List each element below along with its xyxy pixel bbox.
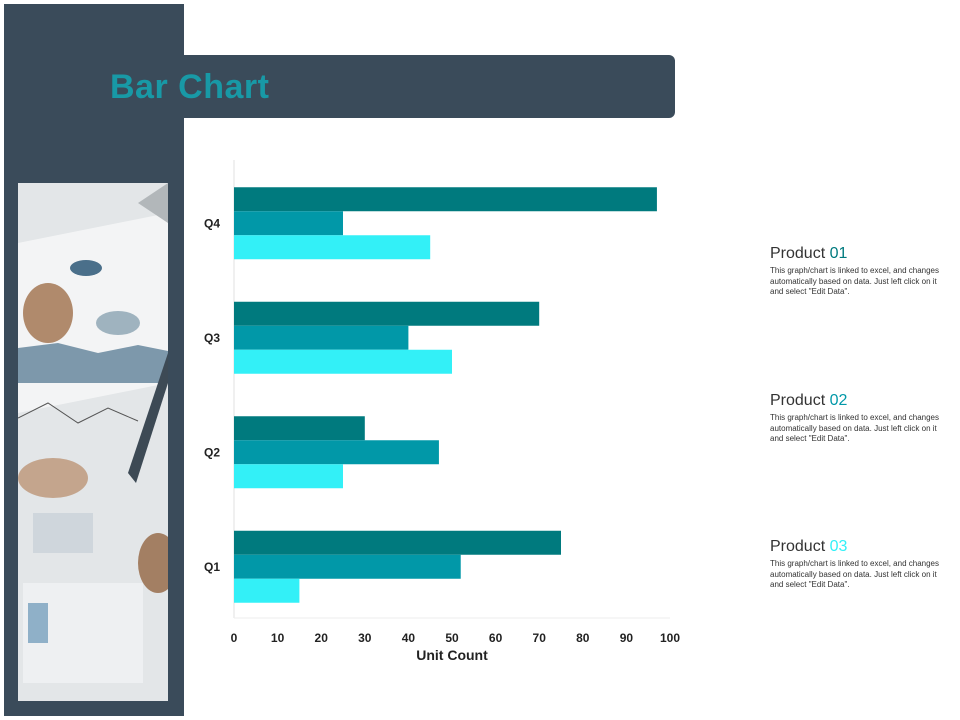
category-label: Q2	[204, 445, 220, 459]
x-tick-label: 80	[576, 631, 590, 645]
category-label: Q1	[204, 560, 220, 574]
x-tick-label: 40	[402, 631, 416, 645]
bar-chart: Q1 Q2 Q3 Q4 0 10 20 30 40 50 60 70 80 90 100 Unit Cou…	[204, 160, 680, 663]
x-tick-label: 10	[271, 631, 285, 645]
legend-number: 03	[829, 538, 848, 555]
bar-q2-series-2	[234, 440, 439, 465]
legend-item-product-01: Product 01 This graph/chart is linked to…	[770, 245, 950, 298]
bar-q2-series-1	[234, 416, 365, 441]
bar-q4-series-2	[234, 211, 343, 236]
bar-q3-series-1	[234, 301, 540, 326]
bar-q1-series-2	[234, 554, 461, 579]
x-tick-label: 20	[315, 631, 329, 645]
x-tick-label: 30	[358, 631, 372, 645]
x-tick-label: 90	[620, 631, 634, 645]
photo	[18, 183, 168, 701]
x-tick-label: 100	[660, 631, 680, 645]
legend-description: This graph/chart is linked to excel, and…	[770, 413, 939, 443]
legend-label: Product	[770, 392, 826, 409]
legend-number: 02	[829, 392, 848, 409]
legend-item-product-02: Product 02 This graph/chart is linked to…	[770, 392, 950, 445]
category-label: Q4	[204, 216, 220, 230]
x-tick-label: 70	[533, 631, 547, 645]
bar-q4-series-1	[234, 187, 657, 212]
x-axis-label: Unit Count	[416, 647, 488, 663]
bar-q1-series-3	[234, 578, 300, 603]
category-label: Q3	[204, 331, 220, 345]
bar-q3-series-3	[234, 349, 452, 374]
bar-q2-series-3	[234, 464, 343, 489]
x-tick-label: 60	[489, 631, 503, 645]
legend-item-product-03: Product 03 This graph/chart is linked to…	[770, 538, 950, 591]
bar-q3-series-2	[234, 325, 409, 350]
legend-number: 01	[829, 245, 848, 262]
legend-label: Product	[770, 245, 826, 262]
bar-q1-series-1	[234, 530, 561, 555]
page-title: Bar Chart	[110, 68, 270, 106]
legend-label: Product	[770, 538, 826, 555]
x-tick-label: 50	[445, 631, 459, 645]
legend-description: This graph/chart is linked to excel, and…	[770, 559, 939, 589]
legend-description: This graph/chart is linked to excel, and…	[770, 266, 939, 296]
bar-q4-series-3	[234, 235, 431, 260]
title-bar	[184, 55, 675, 118]
x-tick-label: 0	[231, 631, 238, 645]
